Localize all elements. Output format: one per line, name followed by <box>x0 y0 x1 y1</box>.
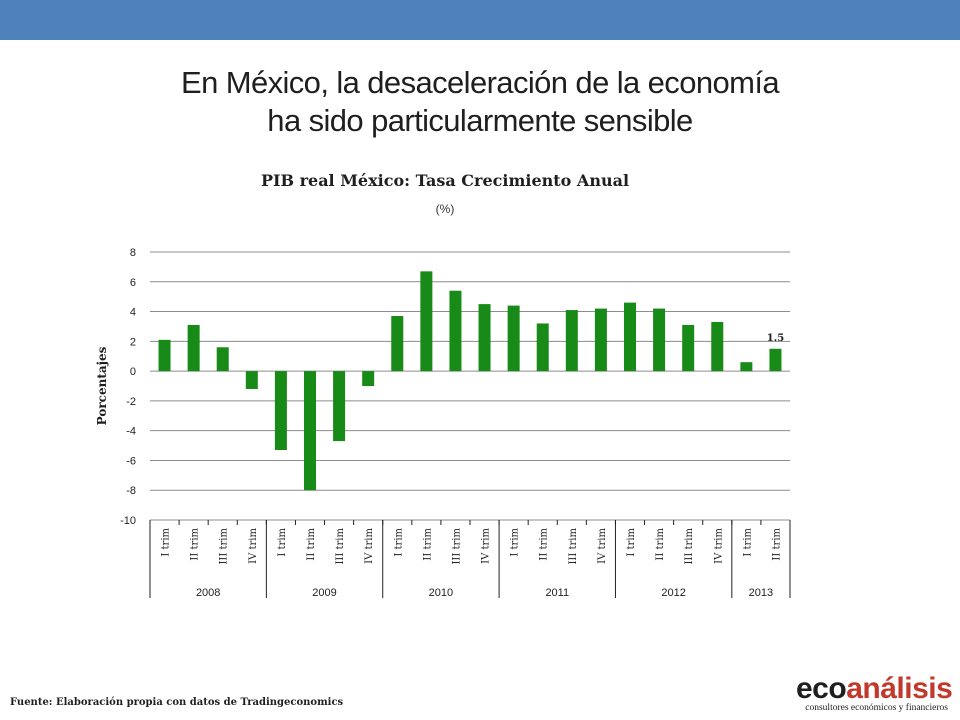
logo-part-2: análisis <box>846 672 953 705</box>
x-tick-label: I trim <box>626 527 637 556</box>
x-tick-label: IV trim <box>481 527 492 563</box>
bar <box>507 305 520 372</box>
data-label: 1.5 <box>767 333 784 344</box>
bar <box>449 290 462 372</box>
x-group-label: 2008 <box>196 587 220 599</box>
x-tick-label: IV trim <box>364 527 375 563</box>
slide-title: En México, la desaceleración de la econo… <box>80 64 880 140</box>
bar <box>362 371 375 386</box>
bar <box>594 308 607 372</box>
bar <box>536 323 549 372</box>
bar <box>304 371 316 491</box>
logo-tagline: consultores económicos y financieros <box>805 703 948 713</box>
bar <box>769 348 782 372</box>
bar <box>216 347 229 372</box>
logo-wordmark: ecoanálisis <box>796 672 953 705</box>
y-tick-label: -4 <box>126 426 136 438</box>
x-tick-label: III trim <box>219 527 230 564</box>
y-tick-label: 2 <box>130 336 136 348</box>
slide-title-line-1: En México, la desaceleración de la econo… <box>181 65 780 100</box>
bar <box>333 371 346 442</box>
bar <box>158 339 171 372</box>
bar <box>245 371 258 389</box>
x-group-label: 2012 <box>661 587 685 599</box>
x-tick-label: III trim <box>568 527 579 564</box>
bar <box>565 310 578 372</box>
x-tick-label: II trim <box>422 527 433 560</box>
x-tick-label: IV trim <box>597 527 608 563</box>
y-tick-label: -8 <box>126 485 136 497</box>
logo-part-1: eco <box>796 672 847 705</box>
x-tick-label: II trim <box>539 527 550 560</box>
y-tick-label: 6 <box>130 277 136 289</box>
bar <box>711 321 724 372</box>
x-tick-label: III trim <box>335 527 346 564</box>
x-tick-label: II trim <box>190 527 201 560</box>
bar <box>478 304 491 372</box>
x-tick-label: IV trim <box>713 527 724 563</box>
company-logo: ecoanálisis consultores económicos y fin… <box>796 672 953 714</box>
chart-title: PIB real México: Tasa Crecimiento Anual <box>260 171 630 190</box>
bar <box>624 302 636 372</box>
y-tick-label: -6 <box>126 455 136 467</box>
x-tick-label: I trim <box>393 527 404 556</box>
header-bar <box>0 0 960 40</box>
x-tick-label: II trim <box>306 527 317 560</box>
x-tick-label: III trim <box>451 527 462 564</box>
x-tick-label: I trim <box>277 527 288 556</box>
x-group-label: 2013 <box>749 587 773 599</box>
y-tick-label: 4 <box>130 307 136 319</box>
y-tick-label: 8 <box>130 247 136 259</box>
x-group-label: 2009 <box>312 587 336 599</box>
bar <box>391 316 404 372</box>
x-tick-label: II trim <box>655 527 666 560</box>
y-tick-label: -2 <box>126 396 136 408</box>
x-group-label: 2011 <box>545 587 569 599</box>
x-group-label: 2010 <box>429 587 453 599</box>
x-tick-label: III trim <box>684 527 695 564</box>
x-tick-label: I trim <box>161 527 172 556</box>
bar <box>682 324 695 372</box>
bar <box>740 362 753 372</box>
bar <box>274 371 287 451</box>
footer-source: Fuente: Elaboración propia con datos de … <box>10 697 344 708</box>
bar <box>420 271 433 372</box>
chart-subtitle: (%) <box>435 202 455 216</box>
y-tick-label: -10 <box>120 515 136 527</box>
x-tick-label: I trim <box>510 527 521 556</box>
x-tick-label: IV trim <box>248 527 259 563</box>
y-tick-label: 0 <box>130 366 136 378</box>
y-axis-label: Porcentajes <box>95 346 109 425</box>
slide-title-line-2: ha sido particularmente sensible <box>267 103 693 138</box>
x-tick-label: II trim <box>771 527 782 560</box>
bar <box>653 308 666 372</box>
x-tick-label: I trim <box>742 527 753 556</box>
bar <box>187 324 200 372</box>
